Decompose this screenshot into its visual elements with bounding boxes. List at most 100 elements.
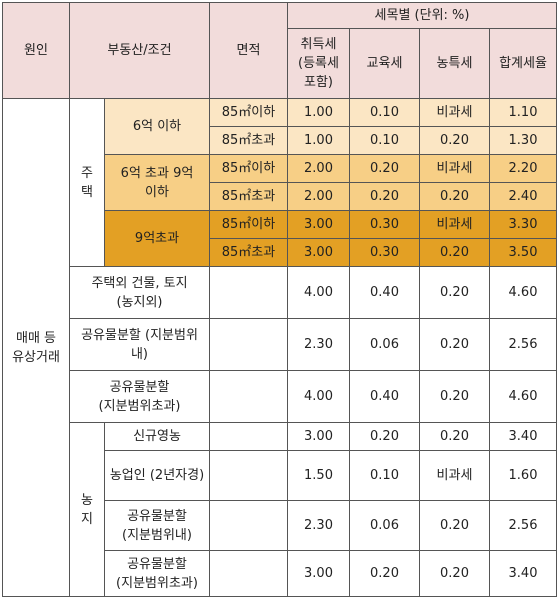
area-cell xyxy=(209,370,288,423)
total-rate-cell: 1.10 xyxy=(488,98,558,127)
property-label-cell: 공유물분할 (지분범위 내) xyxy=(69,318,210,371)
education-rate-cell: 0.06 xyxy=(349,318,420,371)
area-cell: 85㎡이하 xyxy=(209,154,288,183)
acquisition-rate-cell: 4.00 xyxy=(287,370,350,423)
total-rate-cell: 3.40 xyxy=(488,550,558,597)
education-rate-cell: 0.20 xyxy=(349,550,420,597)
total-rate-cell: 2.56 xyxy=(488,318,558,371)
acquisition-rate-cell: 2.30 xyxy=(287,318,350,371)
rural-rate-cell: 0.20 xyxy=(419,370,490,423)
area-cell xyxy=(209,550,288,597)
total-rate-cell: 2.20 xyxy=(488,154,558,183)
table-row: 공유물분할 (지분범위 내) 2.30 0.06 0.20 2.56 xyxy=(3,318,558,371)
property-label-cell: 공유물분할 (지분범위초과) xyxy=(69,370,210,423)
acquisition-rate-cell: 3.00 xyxy=(287,210,350,239)
acquisition-rate-cell: 2.00 xyxy=(287,182,350,211)
header-property: 부동산/조건 xyxy=(69,2,210,99)
header-area: 면적 xyxy=(209,2,288,99)
rural-rate-cell: 0.20 xyxy=(419,266,490,319)
rural-rate-cell: 0.20 xyxy=(419,500,490,551)
category-char: 주 xyxy=(81,165,93,181)
total-rate-cell: 2.56 xyxy=(488,500,558,551)
acquisition-rate-cell: 1.00 xyxy=(287,98,350,127)
area-cell xyxy=(209,450,288,501)
table-row: 6억 초과 9억 이하 85㎡이하 2.00 0.20 비과세 2.20 xyxy=(3,154,558,211)
education-rate-cell: 0.40 xyxy=(349,266,420,319)
table-row: 공유물분할 (지분범위내) 2.30 0.06 0.20 2.56 xyxy=(3,500,558,551)
education-rate-cell: 0.06 xyxy=(349,500,420,551)
area-cell xyxy=(209,500,288,551)
area-cell xyxy=(209,318,288,371)
header-total: 합계세율 xyxy=(488,28,558,99)
table-row: 9억초과 85㎡이하 3.00 0.30 비과세 3.30 xyxy=(3,210,558,267)
area-cell: 85㎡이하 xyxy=(209,210,288,239)
area-cell xyxy=(209,266,288,319)
table-row: 주택외 건물, 토지 (농지외) 4.00 0.40 0.20 4.60 xyxy=(3,266,558,319)
rural-rate-cell: 비과세 xyxy=(419,154,490,183)
area-cell: 85㎡초과 xyxy=(209,182,288,211)
header-row-2: 취득세(등록세 포함) 교육세 농특세 합계세율 xyxy=(3,28,558,99)
acquisition-rate-cell: 1.00 xyxy=(287,126,350,155)
table-row: 85㎡초과 2.00 0.20 0.20 2.40 xyxy=(3,182,558,211)
rural-rate-cell: 0.20 xyxy=(419,422,490,451)
total-rate-cell: 1.60 xyxy=(488,450,558,501)
cause-cell: 매매 등 유상거래 xyxy=(2,98,70,597)
header-education: 교육세 xyxy=(349,28,420,99)
total-rate-cell: 3.40 xyxy=(488,422,558,451)
education-rate-cell: 0.20 xyxy=(349,182,420,211)
header-rates-group: 세목별 (단위: %) xyxy=(286,2,558,29)
category-char: 지 xyxy=(81,511,93,527)
acquisition-rate-cell: 2.30 xyxy=(287,500,350,551)
total-rate-cell: 2.40 xyxy=(488,182,558,211)
education-rate-cell: 0.10 xyxy=(349,98,420,127)
rural-rate-cell: 0.20 xyxy=(419,238,490,267)
acquisition-rate-cell: 3.00 xyxy=(287,238,350,267)
total-rate-cell: 1.30 xyxy=(488,126,558,155)
acquisition-rate-cell: 3.00 xyxy=(287,550,350,597)
table-row: 85㎡초과 3.00 0.30 0.20 3.50 xyxy=(3,238,558,267)
property-label-cell: 공유물분할 (지분범위내) xyxy=(104,500,210,551)
header-acquisition: 취득세(등록세 포함) xyxy=(287,28,350,99)
area-cell: 85㎡초과 xyxy=(209,238,288,267)
price-tier-cell: 9억초과 xyxy=(104,210,210,267)
property-label-cell: 농업인 (2년자경) xyxy=(104,450,210,501)
total-rate-cell: 4.60 xyxy=(488,370,558,423)
property-label-cell: 공유물분할(지분범위초과) xyxy=(104,550,210,597)
acquisition-rate-cell: 1.50 xyxy=(287,450,350,501)
rural-rate-cell: 비과세 xyxy=(419,450,490,501)
acquisition-rate-cell: 2.00 xyxy=(287,154,350,183)
education-rate-cell: 0.20 xyxy=(349,422,420,451)
education-rate-cell: 0.30 xyxy=(349,210,420,239)
category-char: 농 xyxy=(81,492,93,508)
total-rate-cell: 3.30 xyxy=(488,210,558,239)
rural-rate-cell: 0.20 xyxy=(419,182,490,211)
price-tier-cell: 6억 이하 xyxy=(104,98,210,155)
header-rural: 농특세 xyxy=(419,28,490,99)
education-rate-cell: 0.20 xyxy=(349,154,420,183)
area-cell: 85㎡이하 xyxy=(209,98,288,127)
rural-rate-cell: 0.20 xyxy=(419,126,490,155)
area-cell xyxy=(209,422,288,451)
table-row: 농업인 (2년자경) 1.50 0.10 비과세 1.60 xyxy=(3,450,558,501)
table-row: 공유물분할(지분범위초과) 3.00 0.20 0.20 3.40 xyxy=(3,550,558,597)
header-row-1: 원인 부동산/조건 면적 세목별 (단위: %) xyxy=(2,2,558,99)
price-tier-cell: 6억 초과 9억 이하 xyxy=(104,154,210,211)
table-row: 공유물분할 (지분범위초과) 4.00 0.40 0.20 4.60 xyxy=(3,370,558,423)
property-label-cell: 신규영농 xyxy=(104,422,210,451)
property-label-cell: 주택외 건물, 토지 (농지외) xyxy=(69,266,210,319)
education-rate-cell: 0.10 xyxy=(349,126,420,155)
education-rate-cell: 0.10 xyxy=(349,450,420,501)
rural-rate-cell: 비과세 xyxy=(419,98,490,127)
rural-rate-cell: 0.20 xyxy=(419,550,490,597)
education-rate-cell: 0.30 xyxy=(349,238,420,267)
table-row: 85㎡초과 1.00 0.10 0.20 1.30 xyxy=(3,126,558,155)
acquisition-rate-cell: 4.00 xyxy=(287,266,350,319)
rural-rate-cell: 비과세 xyxy=(419,210,490,239)
category-char: 택 xyxy=(81,184,93,200)
